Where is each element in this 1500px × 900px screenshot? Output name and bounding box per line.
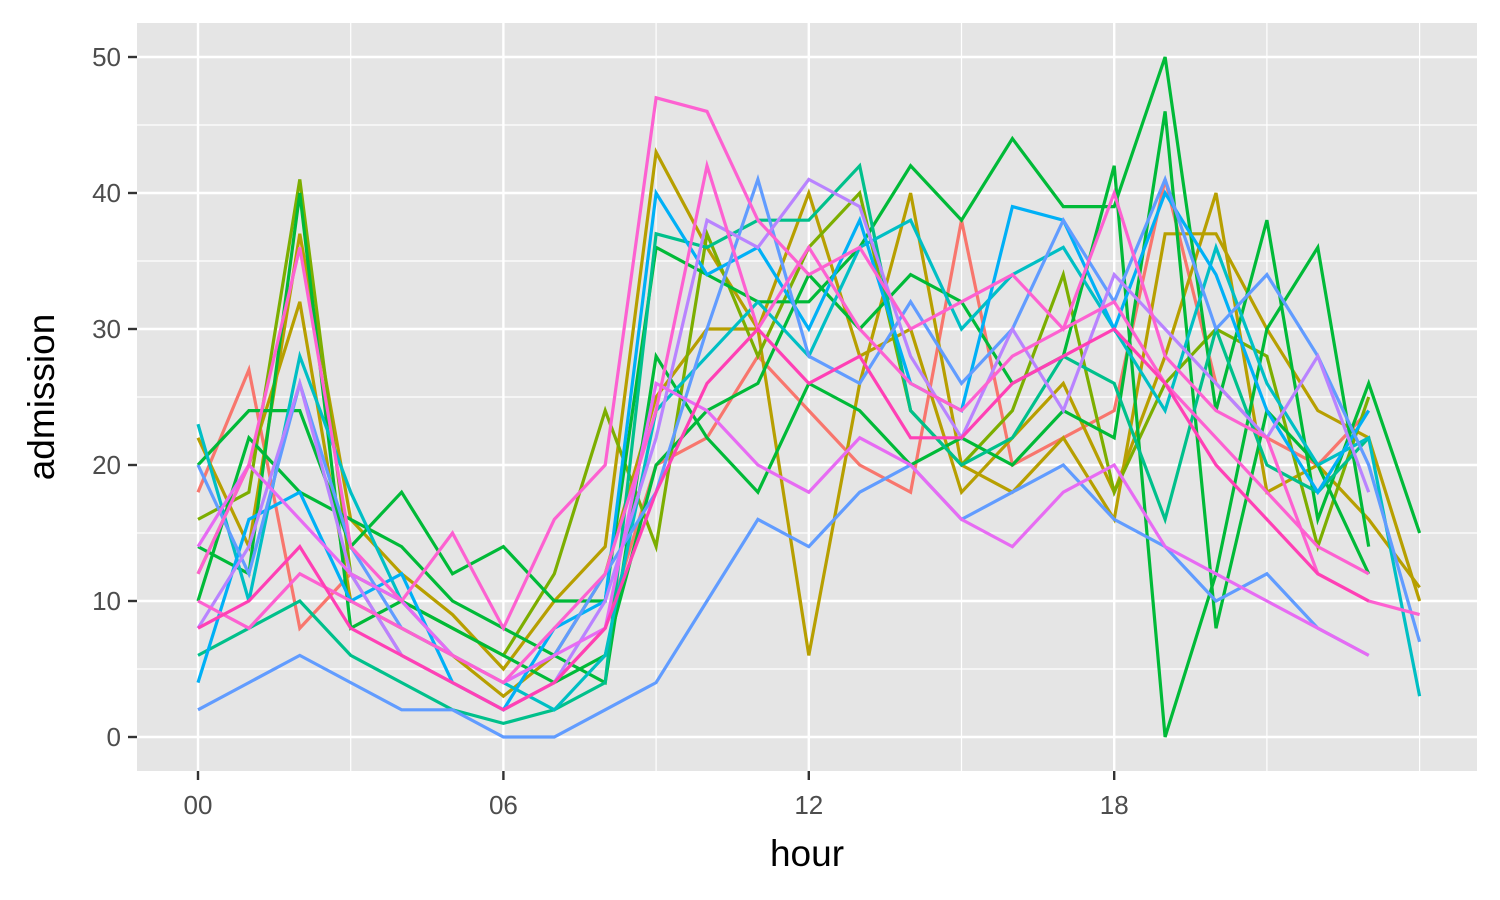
series-line-12 bbox=[197, 463, 1370, 739]
series-layer bbox=[196, 56, 1422, 739]
y-tick-label: 20 bbox=[92, 450, 121, 480]
y-tick-label: 0 bbox=[107, 722, 121, 752]
x-tick-label: 18 bbox=[1100, 790, 1129, 820]
y-tick-label: 50 bbox=[92, 42, 121, 72]
grid-minor bbox=[137, 23, 1477, 771]
x-tick-label: 12 bbox=[794, 790, 823, 820]
series-line-16 bbox=[197, 159, 1370, 685]
y-axis: 0 10 20 30 40 50 bbox=[92, 42, 137, 752]
y-tick-label: 10 bbox=[92, 586, 121, 616]
series-line-14 bbox=[196, 380, 1370, 685]
series-line-17 bbox=[197, 326, 1370, 712]
series-line-7 bbox=[196, 111, 1371, 686]
y-tick-label: 30 bbox=[92, 314, 121, 344]
y-axis-title: admission bbox=[21, 314, 62, 481]
series-line-8 bbox=[197, 162, 1370, 726]
y-tick-label: 40 bbox=[92, 178, 121, 208]
x-tick-label: 06 bbox=[489, 790, 518, 820]
series-line-13 bbox=[196, 177, 1371, 712]
x-axis: 00 06 12 18 bbox=[184, 771, 1129, 820]
x-axis-title: hour bbox=[770, 833, 844, 874]
series-line-15 bbox=[196, 95, 1421, 632]
x-tick-label: 00 bbox=[184, 790, 213, 820]
